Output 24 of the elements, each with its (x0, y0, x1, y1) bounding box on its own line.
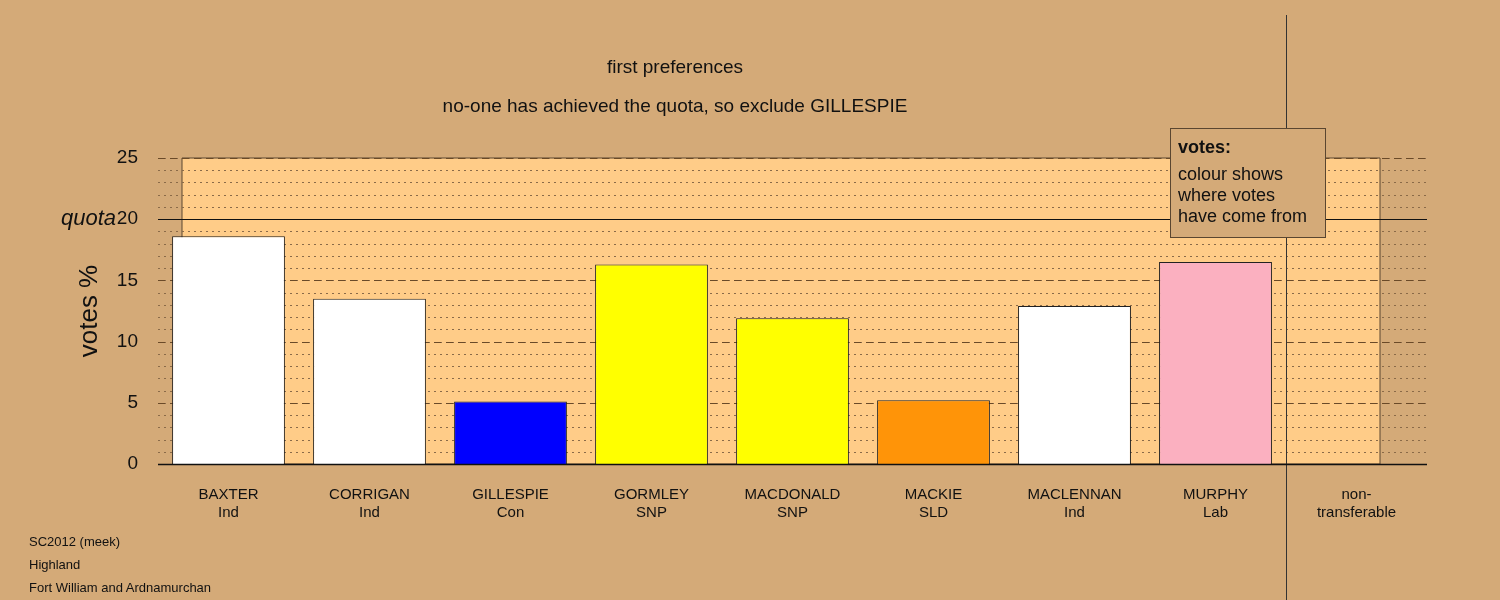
y-axis-title: votes % (72, 264, 103, 358)
chart-subtitle: no-one has achieved the quota, so exclude GILLESPIE (442, 95, 908, 117)
x-tick-label: GORMLEY SNP (613, 485, 690, 521)
text: Fort William and Ardnamurchan (29, 579, 212, 597)
ref-line-label: quota (60, 205, 116, 231)
x-tick-label: GILLESPIE Con (472, 485, 549, 521)
x-tick-label: BAXTER Ind (198, 485, 259, 521)
x-tick-label: MACLENNAN Ind (1027, 485, 1122, 521)
x-tick-label: MACDONALD SNP (744, 485, 841, 521)
y-tick-label: 10 (116, 329, 138, 351)
y-tick-label: 15 (116, 268, 138, 290)
x-tick-label: CORRIGAN Ind (329, 485, 410, 521)
chart-title: first preferences (606, 56, 744, 78)
y-tick-label: 5 (127, 391, 138, 413)
text: SC2012 (meek) (29, 533, 122, 551)
text: votes: (1178, 137, 1232, 158)
x-tick-label: MACKIE SLD (904, 485, 963, 521)
y-tick-label: 20 (116, 207, 138, 229)
text: Highland (29, 556, 82, 574)
annotation: colour shows where votes have come from (1178, 164, 1309, 227)
y-tick-label: 25 (116, 146, 138, 168)
x-tick-label: non- transferable (1316, 485, 1397, 521)
y-tick-label: 0 (127, 452, 138, 474)
x-tick-label: MURPHY Lab (1182, 485, 1249, 521)
